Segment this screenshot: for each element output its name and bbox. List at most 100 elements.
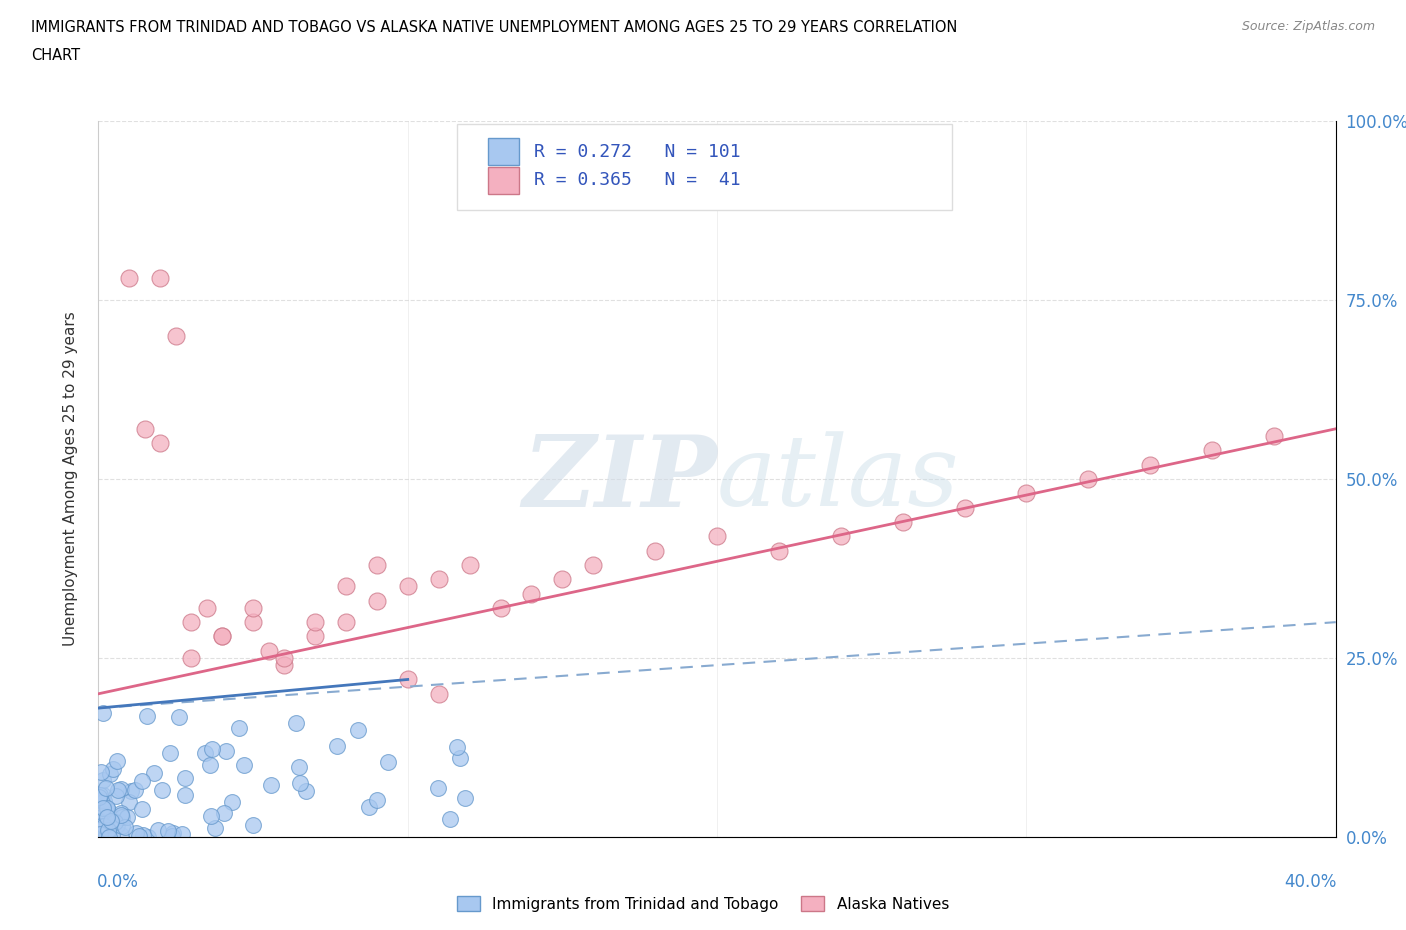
Point (89, 790, 111, 804)
Point (91, 787, 114, 802)
Point (93, 826, 115, 841)
Text: 0.0%: 0.0% (97, 872, 139, 891)
Point (180, 651, 202, 666)
Point (105, 789, 128, 804)
Point (131, 801, 153, 816)
Point (396, 578, 419, 594)
Point (100, 814, 122, 829)
Point (107, 782, 129, 797)
Point (96, 819, 118, 834)
Point (257, 644, 280, 658)
Point (211, 629, 233, 644)
Point (233, 757, 256, 772)
Point (335, 578, 357, 594)
Point (706, 529, 728, 544)
Point (204, 820, 226, 835)
Point (396, 672, 419, 687)
Point (170, 826, 193, 841)
Point (768, 543, 790, 558)
Point (98, 767, 121, 782)
Point (211, 629, 233, 644)
Point (287, 760, 309, 775)
Point (91, 792, 114, 807)
Point (449, 751, 471, 765)
Point (194, 746, 217, 761)
Point (273, 651, 295, 666)
Point (120, 783, 142, 798)
Point (173, 771, 195, 786)
Point (150, 782, 173, 797)
Point (89, 814, 111, 829)
Point (97, 822, 120, 837)
Point (167, 710, 190, 724)
Point (180, 615, 202, 630)
Point (446, 740, 468, 755)
Point (242, 817, 264, 832)
Point (326, 738, 349, 753)
Point (93, 773, 115, 788)
Point (347, 723, 370, 737)
Point (377, 755, 399, 770)
Point (295, 783, 318, 798)
Point (89, 788, 111, 803)
Point (174, 788, 197, 803)
FancyBboxPatch shape (457, 125, 952, 210)
Text: R = 0.365   N =  41: R = 0.365 N = 41 (534, 171, 741, 190)
Point (89, 823, 111, 838)
Point (98, 830, 121, 844)
Point (304, 629, 326, 644)
Text: atlas: atlas (717, 432, 960, 526)
Point (520, 586, 543, 601)
Point (156, 824, 179, 839)
Point (551, 572, 574, 587)
Point (439, 811, 461, 826)
Point (1201, 443, 1223, 458)
Point (953, 500, 976, 515)
Point (1015, 485, 1038, 500)
Point (101, 828, 124, 843)
Point (135, 709, 157, 724)
Point (125, 826, 148, 841)
Point (304, 615, 326, 630)
Y-axis label: Unemployment Among Ages 25 to 29 years: Unemployment Among Ages 25 to 29 years (63, 312, 77, 646)
Text: ZIP: ZIP (522, 431, 717, 527)
Point (98, 807, 121, 822)
Point (105, 753, 128, 768)
Point (644, 543, 666, 558)
Point (228, 721, 250, 736)
Point (96, 802, 118, 817)
Point (242, 601, 264, 616)
Point (90, 818, 112, 833)
Point (96, 809, 118, 824)
Point (134, 421, 156, 436)
Point (891, 514, 914, 529)
Point (110, 810, 132, 825)
Point (110, 807, 132, 822)
Point (260, 777, 283, 792)
Point (114, 819, 136, 834)
Text: CHART: CHART (31, 48, 80, 63)
Point (427, 686, 450, 701)
Point (91, 808, 114, 823)
FancyBboxPatch shape (488, 138, 519, 166)
Point (200, 758, 222, 773)
Point (489, 601, 512, 616)
Point (93, 817, 115, 831)
Point (165, 328, 187, 343)
Point (91, 706, 114, 721)
Point (110, 828, 132, 843)
Point (115, 809, 138, 824)
Point (90, 764, 112, 779)
Text: 40.0%: 40.0% (1285, 872, 1337, 891)
Point (221, 795, 243, 810)
Point (149, 435, 172, 451)
Point (242, 615, 264, 630)
Point (146, 822, 169, 837)
Point (215, 744, 238, 759)
Point (124, 783, 146, 798)
Point (1263, 429, 1285, 444)
Point (96, 801, 118, 816)
Point (159, 745, 181, 760)
Point (93, 818, 115, 833)
Point (143, 765, 166, 780)
